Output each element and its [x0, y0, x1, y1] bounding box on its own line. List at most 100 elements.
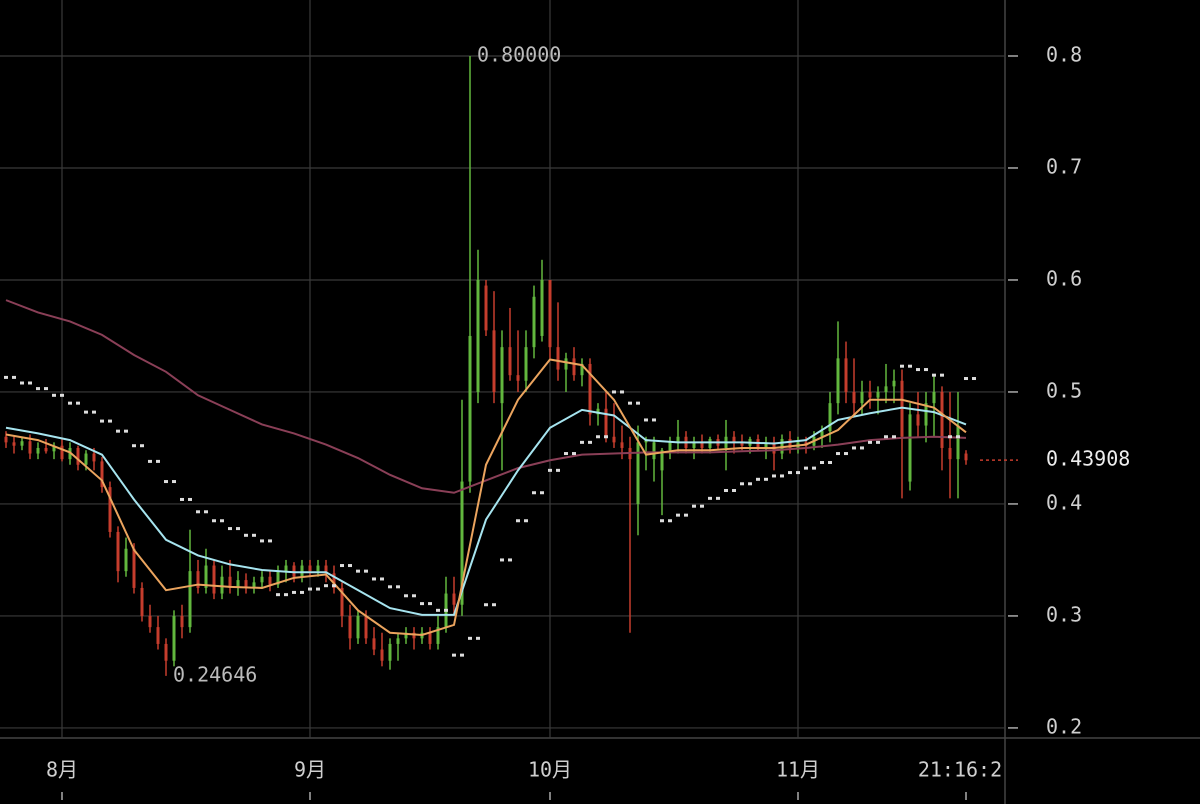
sar-dot [692, 504, 696, 508]
candle-body [260, 576, 264, 583]
sar-dot [588, 440, 592, 444]
candle-body [604, 408, 608, 437]
sar-dot [324, 584, 328, 588]
sar-dot [380, 577, 384, 581]
sar-dot [852, 446, 856, 450]
sar-dot [460, 653, 464, 657]
candle-body [860, 391, 864, 404]
sar-dot [612, 390, 616, 394]
sar-dot [532, 491, 536, 495]
candle-body [676, 436, 680, 443]
extreme-label: 0.80000 [477, 42, 561, 66]
candle-body [212, 565, 216, 594]
sar-dot [548, 468, 552, 472]
candle-body [116, 531, 120, 572]
sar-dot [580, 440, 584, 444]
candle-body [180, 615, 184, 628]
sar-dot [124, 429, 128, 433]
sar-dot [332, 584, 336, 588]
candle-body [764, 442, 768, 448]
candle-body [52, 445, 56, 452]
sar-dot [572, 452, 576, 456]
sar-dot [780, 474, 784, 478]
sar-dot [636, 401, 640, 405]
sar-dot [212, 519, 216, 523]
x-tick-label: 9月 [294, 758, 326, 782]
sar-dot [644, 418, 648, 422]
sar-dot [164, 480, 168, 484]
candle-body [572, 358, 576, 376]
x-tick-label: 11月 [776, 758, 820, 782]
candle-body [916, 414, 920, 426]
candle-body [452, 593, 456, 605]
x-tick-label: 10月 [528, 758, 572, 782]
y-tick-label: 0.4 [1046, 490, 1082, 514]
sar-dot [756, 477, 760, 481]
candle-body [740, 442, 744, 446]
candle-body [196, 571, 200, 588]
sar-dot [772, 474, 776, 478]
y-tick-label: 0.2 [1046, 714, 1082, 738]
candle-body [612, 436, 616, 443]
candle-body [300, 565, 304, 577]
candle-body [828, 403, 832, 432]
last-price-label: 0.43908 [1046, 447, 1130, 471]
sar-dot [740, 482, 744, 486]
candle-body [668, 442, 672, 451]
sar-dot [820, 461, 824, 465]
candle-body [564, 358, 568, 370]
sar-dot [860, 446, 864, 450]
candle-body [700, 442, 704, 448]
sar-dot [700, 504, 704, 508]
candle-body [372, 638, 376, 650]
sar-dot [396, 585, 400, 589]
candle-body [460, 481, 464, 605]
candle-body [188, 571, 192, 628]
sar-dot [436, 608, 440, 612]
candle-body [292, 565, 296, 577]
candle-body [484, 285, 488, 331]
sar-dot [516, 519, 520, 523]
candle-body [436, 627, 440, 644]
sar-dot [116, 429, 120, 433]
sar-dot [668, 519, 672, 523]
sar-dot [364, 569, 368, 573]
candle-body [388, 643, 392, 661]
candle-body [60, 445, 64, 460]
sar-dot [140, 444, 144, 448]
sar-dot [724, 489, 728, 493]
candle-body [108, 487, 112, 532]
y-tick-label: 0.7 [1046, 154, 1082, 178]
sar-dot [188, 497, 192, 501]
candle-body [308, 565, 312, 572]
candle-body [100, 461, 104, 488]
candle-body [876, 391, 880, 398]
sar-dot [628, 401, 632, 405]
candle-body [732, 436, 736, 443]
sar-dot [236, 527, 240, 531]
candle-body [172, 615, 176, 661]
sar-dot [540, 491, 544, 495]
sar-dot [252, 533, 256, 537]
sar-dot [76, 401, 80, 405]
sar-dot [412, 594, 416, 598]
candle-body [532, 296, 536, 348]
sar-dot [892, 435, 896, 439]
candle-body [788, 438, 792, 448]
sar-dot [44, 387, 48, 391]
extreme-label: 0.24646 [173, 662, 257, 686]
sar-dot [268, 539, 272, 543]
sar-dot [316, 587, 320, 591]
candle-body [220, 576, 224, 594]
sar-dot [556, 468, 560, 472]
candle-body [692, 442, 696, 448]
candle-body [820, 431, 824, 437]
sar-dot [708, 496, 712, 500]
sar-dot [60, 393, 64, 397]
candle-body [364, 615, 368, 639]
sar-dot [84, 410, 88, 414]
sar-dot [180, 497, 184, 501]
y-tick-label: 0.6 [1046, 266, 1082, 290]
candle-body [932, 391, 936, 404]
sar-dot [844, 452, 848, 456]
